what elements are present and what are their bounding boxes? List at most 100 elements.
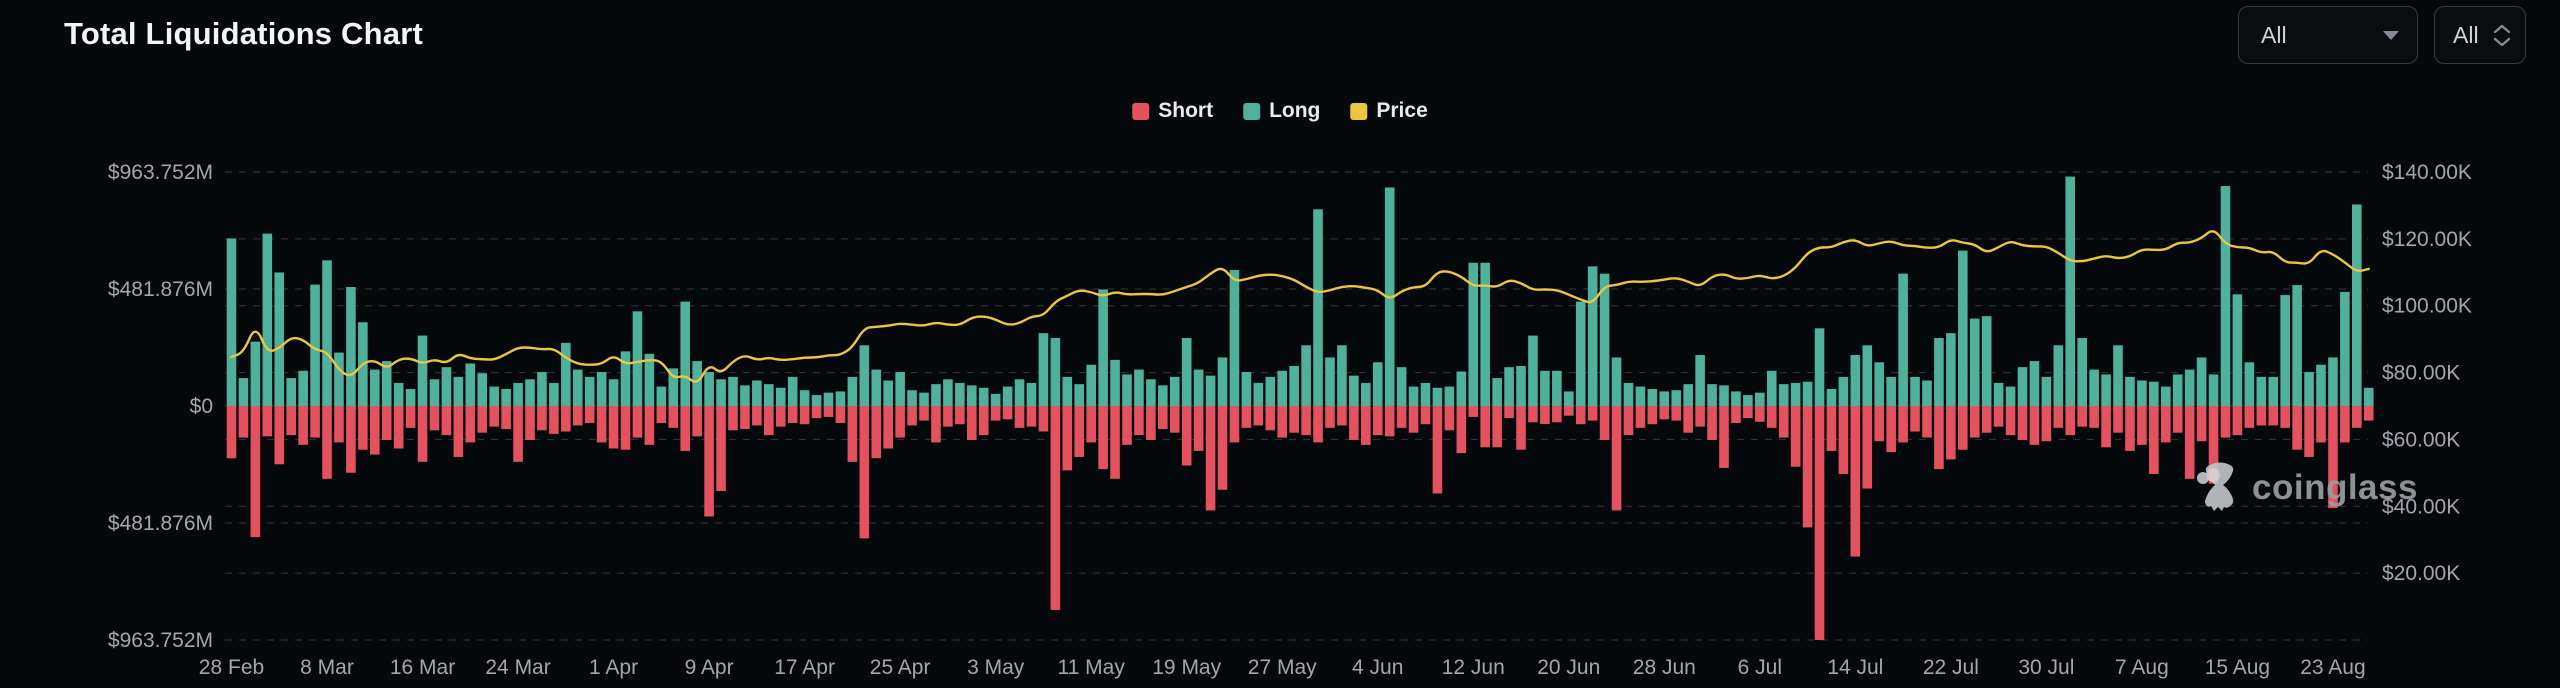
short-bar <box>1611 406 1622 511</box>
short-bar <box>1086 406 1096 443</box>
long-bar <box>2244 362 2255 406</box>
long-bar <box>238 378 249 406</box>
short-bar <box>226 406 237 459</box>
long-bar <box>716 379 726 406</box>
long-bar <box>1313 209 1323 406</box>
long-bar <box>1253 382 1264 406</box>
long-bar <box>2316 364 2326 406</box>
svg-text:$963.752M: $963.752M <box>108 629 213 652</box>
short-bar <box>990 406 1001 421</box>
long-bar <box>728 376 738 406</box>
short-bar <box>2352 406 2362 428</box>
legend-item-long[interactable]: Long <box>1243 99 1320 123</box>
chart-controls: All All <box>2238 6 2526 64</box>
long-bar <box>823 392 834 406</box>
long-bar <box>2101 374 2111 406</box>
pair-select[interactable]: All <box>2238 6 2418 64</box>
short-bar <box>1134 406 1144 436</box>
svg-text:30 Jul: 30 Jul <box>2018 656 2074 679</box>
long-bar <box>572 369 583 406</box>
short-bar <box>2089 406 2099 428</box>
short-bar <box>966 406 977 440</box>
long-bar <box>1456 371 1467 406</box>
short-bar <box>393 406 404 449</box>
svg-text:14 Jul: 14 Jul <box>1827 656 1883 679</box>
short-bar <box>346 406 356 473</box>
short-bar <box>2149 406 2159 474</box>
long-bar <box>2172 374 2183 406</box>
long-bar <box>1587 266 1598 406</box>
short-bar <box>1158 406 1168 430</box>
range-select[interactable]: All <box>2434 6 2526 64</box>
liquidation-bars[interactable] <box>226 176 2374 640</box>
short-bar <box>1946 406 1956 460</box>
short-bar <box>1372 406 1383 436</box>
legend-item-short[interactable]: Short <box>1132 99 1213 123</box>
long-bar <box>835 391 846 406</box>
short-bar <box>1217 406 1228 490</box>
short-bar <box>1563 406 1574 416</box>
short-bar <box>2125 406 2135 451</box>
short-bar <box>453 406 464 457</box>
long-bar <box>1671 390 1682 406</box>
short-bar <box>429 406 440 431</box>
chevron-down-icon <box>2383 30 2399 40</box>
long-bar <box>1372 362 1383 406</box>
long-bar <box>1217 357 1228 406</box>
long-bar <box>1408 386 1419 406</box>
short-bar <box>2137 406 2147 445</box>
short-swatch-icon <box>1132 102 1150 120</box>
long-bar <box>1898 273 1908 406</box>
long-bar <box>1707 384 1717 406</box>
long-bar <box>1862 345 1873 406</box>
short-bar <box>1229 406 1240 443</box>
long-bar <box>1802 381 1813 406</box>
svg-text:$60.00K: $60.00K <box>2382 428 2460 451</box>
short-bar <box>1540 406 1550 424</box>
short-bar <box>1587 406 1598 421</box>
long-bar <box>752 380 762 406</box>
short-bar <box>871 406 882 459</box>
svg-text:16 Mar: 16 Mar <box>390 656 455 679</box>
short-bar <box>1958 406 1968 450</box>
long-bar <box>2065 176 2076 406</box>
short-bar <box>644 406 655 445</box>
svg-text:$40.00K: $40.00K <box>2382 495 2460 518</box>
short-bar <box>2268 406 2279 426</box>
long-bar <box>1516 365 1526 406</box>
long-bar <box>1946 333 1956 406</box>
short-bar <box>2101 406 2111 448</box>
svg-text:1 Apr: 1 Apr <box>589 656 638 679</box>
svg-text:24 Mar: 24 Mar <box>485 656 550 679</box>
short-bar <box>274 406 285 465</box>
long-bar <box>1993 382 2004 406</box>
long-bar <box>417 335 428 406</box>
long-bar <box>2208 374 2219 406</box>
svg-text:20 Jun: 20 Jun <box>1537 656 1600 679</box>
short-bar <box>525 406 535 440</box>
long-bar <box>1731 391 1741 406</box>
long-bar <box>775 387 786 406</box>
short-bar <box>799 406 810 425</box>
long-bar <box>525 379 535 406</box>
short-bar <box>1552 406 1562 423</box>
long-bar <box>1169 376 1180 406</box>
short-bar <box>1766 406 1777 428</box>
short-bar <box>2256 406 2267 426</box>
svg-text:4 Jun: 4 Jun <box>1352 656 1403 679</box>
long-bar <box>1444 386 1455 406</box>
short-bar <box>1528 406 1538 423</box>
long-bar <box>764 384 774 406</box>
long-bar <box>465 363 476 406</box>
long-bar <box>1241 372 1252 406</box>
short-bar <box>1898 406 1908 443</box>
legend-item-price[interactable]: Price <box>1350 99 1428 123</box>
short-bar <box>1265 406 1276 431</box>
long-bar <box>1134 369 1144 406</box>
long-bar <box>429 379 440 406</box>
short-bar <box>250 406 261 538</box>
long-bar <box>441 367 452 406</box>
short-bar <box>1098 406 1108 470</box>
